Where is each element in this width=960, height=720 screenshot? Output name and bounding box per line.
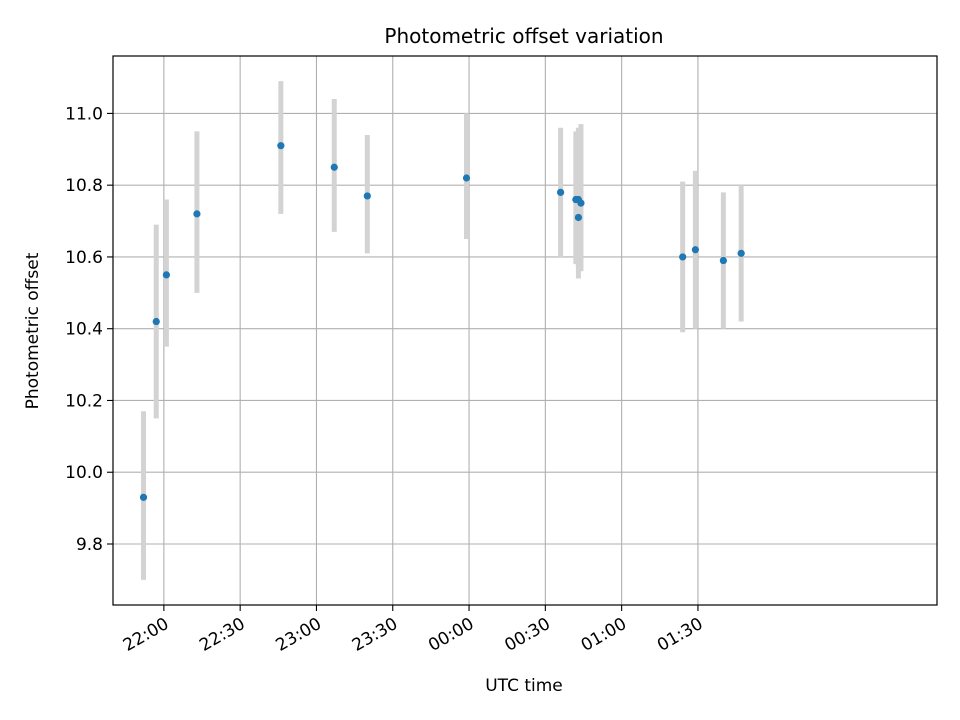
x-axis-label: UTC time [485, 676, 563, 696]
y-axis-ticks: 9.8 10.0 10.2 10.4 10.6 10.8 11.0 [65, 104, 113, 555]
data-point [737, 249, 745, 257]
y-tick-label: 11.0 [65, 104, 103, 124]
data-point [193, 210, 201, 218]
data-point [139, 493, 148, 501]
data-point [557, 188, 565, 196]
data-point [679, 253, 687, 261]
data-point [152, 317, 160, 326]
chart-title: Photometric offset variation [384, 24, 663, 48]
data-point [162, 271, 171, 279]
y-axis-label: Photometric offset [23, 252, 43, 409]
data-point [462, 174, 471, 182]
data-points [139, 142, 745, 501]
plot-frame [112, 55, 938, 606]
data-point [691, 246, 699, 254]
y-tick-label: 10.8 [65, 176, 103, 196]
y-tick-label: 10.6 [65, 248, 103, 268]
data-point [330, 163, 338, 171]
y-tick-label: 10.2 [65, 391, 103, 411]
data-point [719, 256, 727, 265]
y-tick-label: 10.4 [65, 320, 103, 340]
data-point [574, 213, 583, 222]
data-point [363, 192, 371, 200]
y-tick-label: 10.0 [65, 463, 103, 483]
y-tick-label: 9.8 [76, 535, 103, 555]
data-point [277, 142, 285, 150]
data-point [577, 199, 585, 207]
grid [113, 56, 937, 605]
